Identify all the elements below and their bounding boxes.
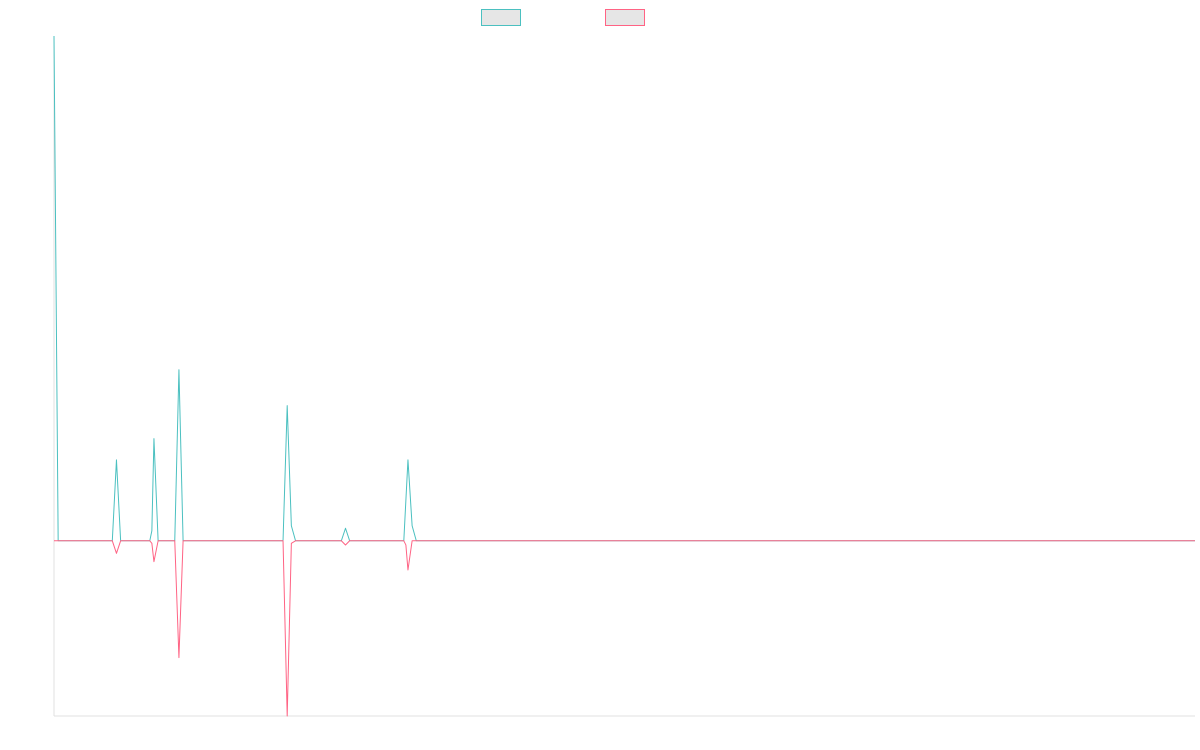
axes xyxy=(53,36,1195,717)
series-line-1 xyxy=(53,35,1195,542)
legend-swatch-1 xyxy=(481,9,521,26)
legend xyxy=(481,9,645,26)
series-layer xyxy=(53,35,1195,717)
series-line-2 xyxy=(54,540,1195,717)
legend-swatch-2 xyxy=(605,9,645,26)
